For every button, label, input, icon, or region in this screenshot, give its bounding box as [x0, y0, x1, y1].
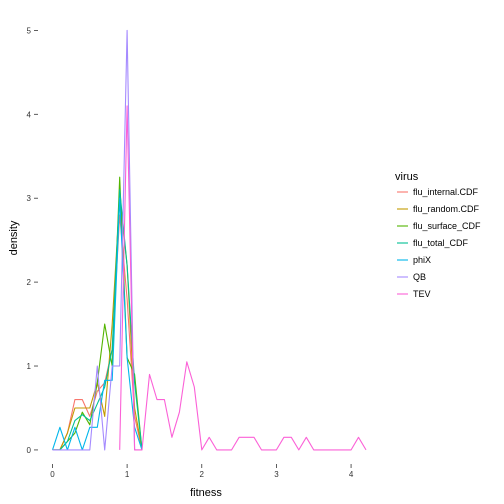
- y-tick-label: 5: [27, 26, 32, 35]
- y-tick-label: 0: [27, 446, 32, 455]
- x-tick-label: 3: [274, 470, 279, 479]
- series-line-qb: [52, 29, 142, 451]
- legend-title: virus: [395, 171, 419, 183]
- legend-label-flu-total-cdf: flu_total_CDF: [413, 238, 469, 248]
- x-tick-label: 2: [200, 470, 205, 479]
- series-line-flu-internal-cdf: [52, 214, 143, 451]
- x-tick-label: 4: [349, 470, 354, 479]
- plot-area: 0 1 2 3 4 0 1 2 3 4 5: [27, 26, 367, 479]
- y-axis-title: density: [8, 220, 20, 255]
- legend-label-tev: TEV: [413, 289, 431, 299]
- series-layer: [51, 29, 367, 451]
- legend-label-flu-internal-cdf: flu_internal.CDF: [413, 187, 479, 197]
- x-axis-title: fitness: [190, 487, 222, 499]
- y-tick-label: 2: [27, 278, 32, 287]
- y-tick-label: 4: [27, 110, 32, 119]
- legend-label-phix: phiX: [413, 255, 431, 265]
- x-tick-label: 1: [125, 470, 130, 479]
- legend-label-flu-surface-cdf: flu_surface_CDF: [413, 221, 481, 231]
- y-axis: 0 1 2 3 4 5: [27, 26, 38, 455]
- y-tick-label: 3: [27, 194, 32, 203]
- x-axis: 0 1 2 3 4: [50, 464, 354, 479]
- legend: virus flu_internal.CDF flu_random.CDF flu_…: [395, 171, 481, 299]
- x-tick-label: 0: [50, 470, 55, 479]
- legend-label-flu-random-cdf: flu_random.CDF: [413, 204, 480, 214]
- y-tick-label: 1: [27, 362, 32, 371]
- series-line-flu-total-cdf: [52, 189, 143, 451]
- series-line-tev: [119, 105, 367, 451]
- legend-label-qb: QB: [413, 272, 426, 282]
